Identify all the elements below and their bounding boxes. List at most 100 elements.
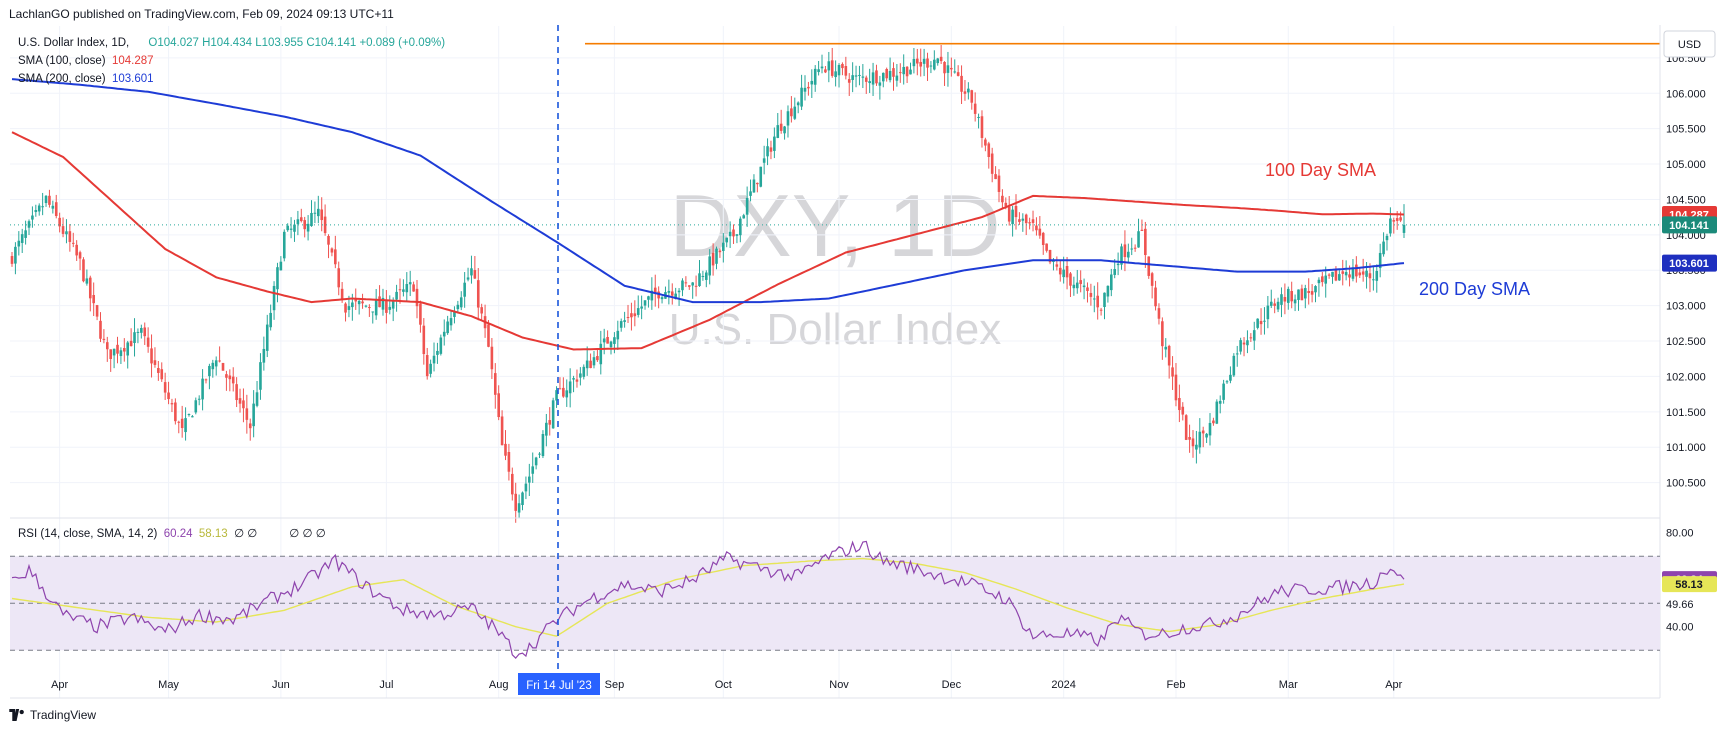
candle-body [419,303,422,325]
candle-body [1395,218,1399,221]
candle [143,322,147,345]
candle-body [248,423,252,429]
candle-body [977,116,980,118]
candle-body [820,66,824,69]
candle [344,302,347,322]
candle [1378,243,1382,278]
candle [579,367,582,386]
candle-body [194,400,198,413]
footer-brand[interactable]: TradingView [9,708,96,722]
candle-body [1035,225,1038,231]
candle [813,65,817,92]
candle-body [422,325,426,355]
candle [803,75,807,101]
candle-body [841,63,844,69]
candle [892,62,895,91]
candle [262,336,266,371]
candle-body [1334,269,1338,281]
candle-body [1127,251,1130,258]
candle-body [466,277,470,280]
candle-body [895,75,899,81]
candle [194,397,198,415]
candle-body [514,493,518,511]
price-tick-label: 101.000 [1666,442,1706,454]
candle [647,295,650,308]
candle [293,219,296,242]
candle [221,362,225,371]
candle [960,65,963,105]
candle-body [929,65,933,67]
candle [136,328,140,344]
sma200-annotation[interactable]: 200 Day SMA [1419,279,1530,299]
close-price-tag: 104.141 [1662,216,1717,234]
candle-body [286,225,289,231]
candle [946,51,950,87]
candle [1317,277,1321,297]
candle [943,61,946,86]
candle-body [1215,401,1219,424]
candle [1031,210,1035,232]
candle [521,491,524,511]
candle [711,243,715,276]
rsi-sma-value-tag: 58.13 [1662,576,1717,593]
candle [905,66,909,84]
candle [126,340,130,369]
legend-sma200-row[interactable]: SMA (200, close) 103.601 [18,70,445,88]
candle-body [1212,420,1215,424]
candle-body [1276,301,1280,310]
candle-body [633,313,637,317]
candle [1041,231,1045,255]
candle-body [582,366,586,377]
candle [694,275,698,297]
candle-body [449,318,453,326]
candle [541,430,545,459]
candle [1106,285,1110,303]
candle [507,443,511,481]
legend-low: L103.955 [255,37,304,49]
candle-body [344,303,347,313]
candle-body [613,337,616,344]
candle [412,281,415,292]
candle [677,288,681,306]
candle [912,48,916,74]
rsi-tick-label: 40.00 [1666,622,1694,634]
candle-body [252,403,255,427]
currency-button[interactable] [1663,30,1716,58]
candle-body [262,348,266,363]
candle-body [133,332,136,343]
candle-body [800,87,803,107]
candle-body [473,270,477,279]
candle-body [456,304,460,310]
candle-body [1324,275,1328,284]
candle-body [711,252,715,266]
candle [214,356,218,376]
candle-body [875,70,878,84]
candle-body [439,337,443,354]
candle [405,272,409,302]
candle-body [20,234,24,243]
candle-body [123,348,126,352]
rsi-legend[interactable]: RSI (14, close, SMA, 14, 2) 60.24 58.13 … [18,526,326,540]
candle [92,282,95,317]
candle [442,319,446,346]
candle [827,51,831,83]
candle-body [58,217,61,227]
candle-body [1171,367,1174,377]
candle-body [1365,270,1368,277]
time-axis[interactable]: Apr May Jun Jul Aug Sep Oct Nov Dec 2024 Feb Mar Apr [51,679,1403,691]
candle [1024,213,1028,236]
candle [1171,356,1174,390]
candle-body [225,374,228,378]
candle [470,255,473,284]
candle-body [1031,219,1035,223]
sma200-tag-text: 103.601 [1669,258,1709,270]
sma100-annotation[interactable]: 100 Day SMA [1265,160,1376,180]
candle-body [191,416,194,418]
candle-body [1208,422,1212,436]
candle-body [163,382,167,393]
candle [783,125,786,140]
candle [1307,278,1311,305]
legend-sma100-row[interactable]: SMA (100, close) 104.287 [18,52,445,70]
candle [1293,294,1297,312]
